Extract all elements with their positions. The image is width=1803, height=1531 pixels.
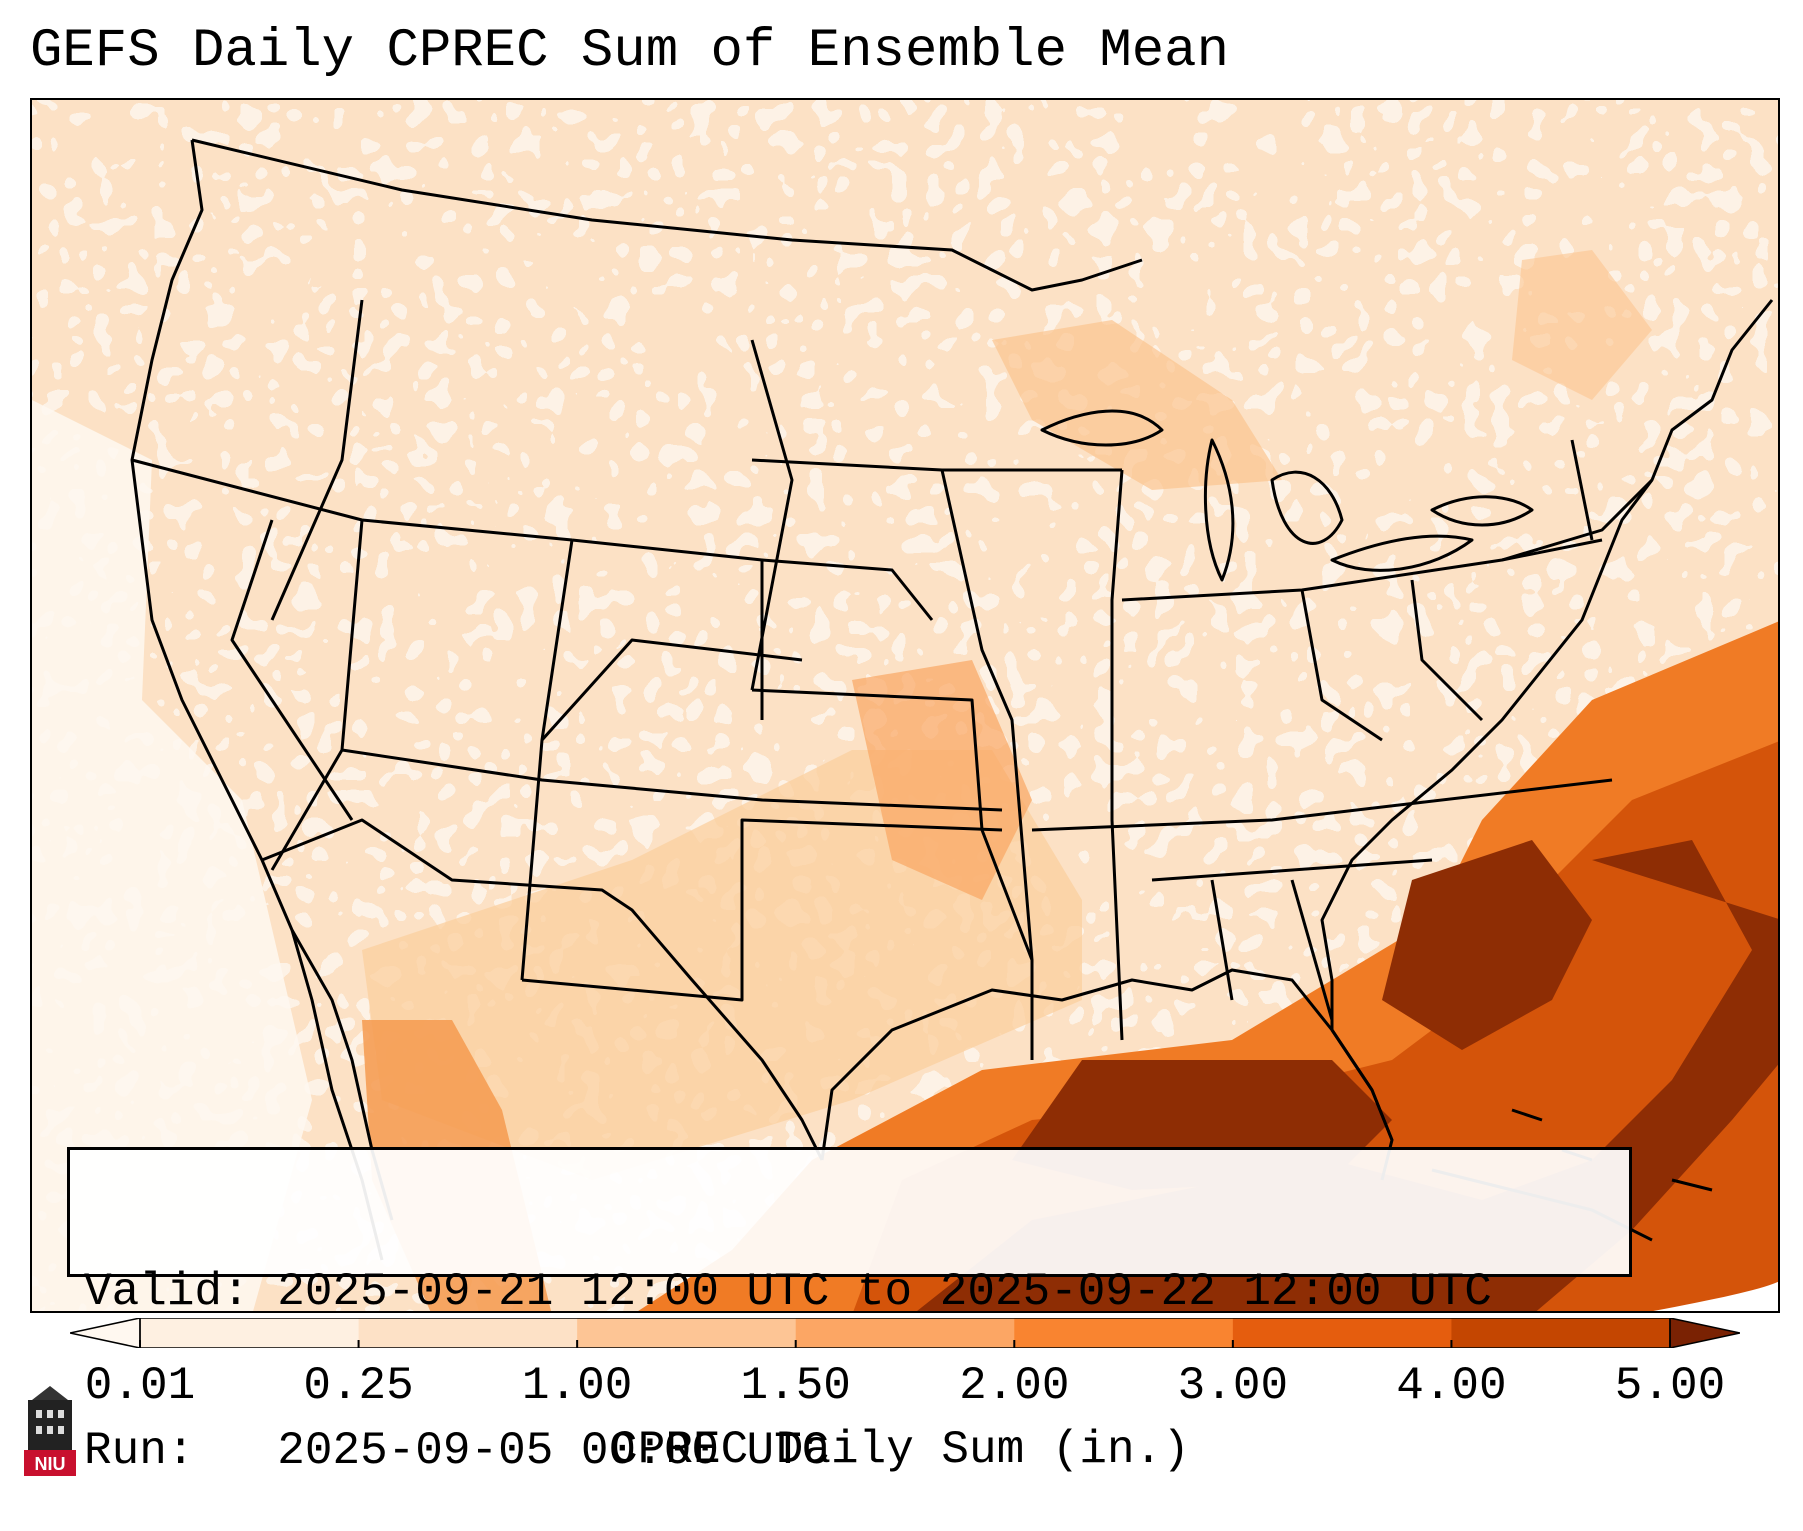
- colorbar-tick-label: 1.00: [521, 1360, 633, 1412]
- colorbar-segment: [358, 1318, 578, 1348]
- colorbar-max-extend-arrow: [1669, 1318, 1740, 1348]
- colorbar-segment: [795, 1318, 1015, 1348]
- boundary-lines: [130, 138, 1774, 1261]
- run-value: 2025-09-05 00:00 UTC: [277, 1425, 830, 1477]
- colorbar-label: CPREC Daily Sum (in.): [610, 1424, 1190, 1476]
- valid-line: Valid: 2025-09-21 12:00 UTC to 2025-09-2…: [84, 1266, 1615, 1319]
- precipitation-map: [30, 98, 1780, 1313]
- colorbar-tick-label: 5.00: [1614, 1360, 1726, 1412]
- colorbar-segment: [140, 1318, 360, 1348]
- colorbar: [70, 1318, 1740, 1348]
- colorbar-segment: [1232, 1318, 1452, 1348]
- niu-logo: NIU: [24, 1386, 76, 1476]
- colorbar-tick-label: 2.00: [959, 1360, 1070, 1412]
- colorbar-tick-label: 3.00: [1177, 1360, 1289, 1412]
- map-title: GEFS Daily CPREC Sum of Ensemble Mean: [30, 21, 1229, 82]
- run-label: Run:: [84, 1425, 195, 1477]
- valid-run-info-box: Valid: 2025-09-21 12:00 UTC to 2025-09-2…: [67, 1147, 1632, 1477]
- run-line: Run: 2025-09-05 00:00 UTC: [84, 1425, 1615, 1478]
- valid-label: Valid:: [84, 1266, 250, 1318]
- colorbar-tick-label: 0.01: [84, 1360, 196, 1412]
- colorbar-min-extend-arrow: [70, 1318, 141, 1348]
- colorbar-tick-label: 1.50: [740, 1360, 851, 1412]
- valid-value: 2025-09-21 12:00 UTC to 2025-09-22 12:00…: [277, 1266, 1492, 1318]
- precip-field: [32, 100, 1778, 1311]
- colorbar-segment: [1451, 1318, 1671, 1348]
- colorbar-segment: [1014, 1318, 1234, 1348]
- niu-logo-text: NIU: [35, 1454, 66, 1474]
- colorbar-tick-label: 4.00: [1396, 1360, 1507, 1412]
- colorbar-tick-label: 0.25: [303, 1360, 414, 1412]
- colorbar-segment: [577, 1318, 797, 1348]
